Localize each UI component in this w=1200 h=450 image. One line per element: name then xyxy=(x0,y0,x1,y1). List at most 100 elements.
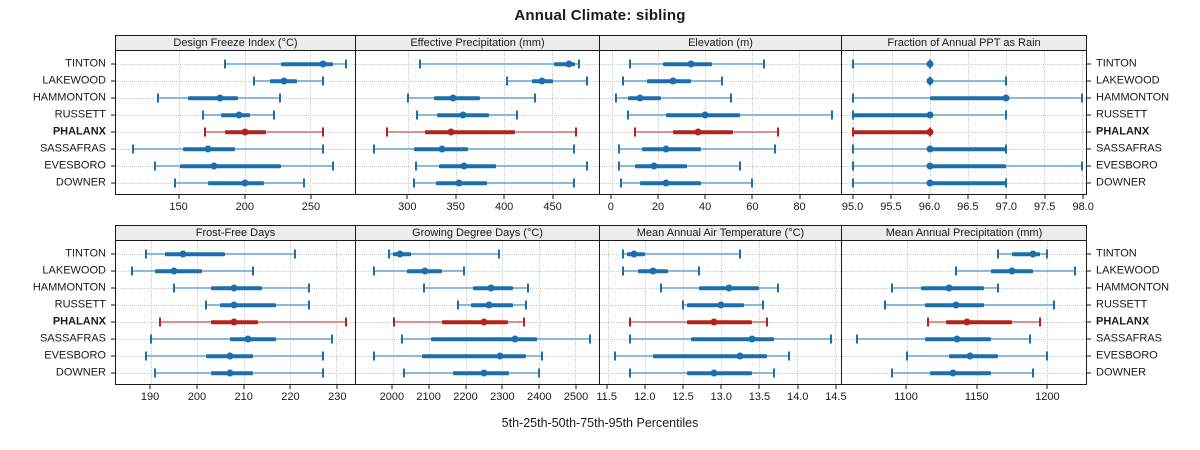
row-label-lakewood: LAKEWOOD xyxy=(42,74,106,86)
median-dot xyxy=(736,352,744,360)
median-dot xyxy=(669,77,677,85)
axis-tick-label: 20 xyxy=(651,201,665,214)
whisker-cap xyxy=(622,76,625,86)
whisker-cap xyxy=(307,283,310,293)
panel-strip-title: Fraction of Annual PPT as Rain xyxy=(887,37,1041,49)
vertical-gridline xyxy=(853,50,855,195)
figure-caption: 5th-25th-50th-75th-95th Percentiles xyxy=(501,416,699,430)
axis-tick-label: 1100 xyxy=(894,391,918,404)
whisker-cap xyxy=(1081,93,1084,103)
panel-strip: Effective Precipitation (mm) xyxy=(355,35,600,51)
interquartile-bar xyxy=(155,269,202,274)
row-label-hammonton: HAMMONTON xyxy=(1096,91,1170,103)
panel-group: Mean Annual Precipitation (mm) 1100 1150 12… xyxy=(841,225,1087,406)
axis-tick xyxy=(1087,182,1091,183)
row-label-sassafras: SASSAFRAS xyxy=(39,142,106,154)
axis-tick xyxy=(1087,131,1091,132)
median-dot xyxy=(963,318,971,326)
row-label-evesboro: EVESBORO xyxy=(1096,349,1158,361)
axis-tick xyxy=(111,270,115,271)
axis-tick-label: 2100 xyxy=(416,391,441,404)
axis-tick xyxy=(1087,372,1091,373)
whisker-cap xyxy=(629,59,632,69)
axis-tick xyxy=(336,385,338,390)
whisker-cap xyxy=(720,76,723,86)
whisker-cap xyxy=(422,283,425,293)
interquartile-bar xyxy=(639,181,701,186)
panel-strip: Fraction of Annual PPT as Rain xyxy=(841,35,1087,51)
axis-tick xyxy=(149,385,151,390)
median-dot xyxy=(926,77,934,85)
median-dot xyxy=(952,301,960,309)
interquartile-bar xyxy=(221,113,250,118)
vertical-gridline xyxy=(967,50,969,195)
whisker-cap xyxy=(777,283,780,293)
whisker-cap xyxy=(730,93,733,103)
interquartile-bar xyxy=(1011,252,1040,257)
panel-strip: Mean Annual Precipitation (mm) xyxy=(841,225,1087,241)
axis-tick-label: 1200 xyxy=(1035,391,1060,404)
vertical-gridline xyxy=(1046,240,1048,385)
horizontal-gridline xyxy=(356,271,599,273)
whisker-cap xyxy=(891,283,894,293)
whisker-cap xyxy=(585,76,588,86)
axis-tick xyxy=(1082,195,1084,200)
whisker-cap xyxy=(174,178,177,188)
vertical-gridline xyxy=(455,50,457,195)
whisker-cap xyxy=(765,317,768,327)
interquartile-bar xyxy=(433,96,480,101)
panel-group: Growing Degree Days (°C) 2000 2100 2200 2300… xyxy=(355,225,600,406)
whisker-cap xyxy=(620,178,623,188)
row-label-tinton: TINTON xyxy=(65,57,106,69)
median-dot xyxy=(1008,267,1016,275)
axis-tick-label: 230 xyxy=(328,391,347,404)
whisker-cap xyxy=(996,283,999,293)
vertical-gridline xyxy=(575,240,577,385)
axis-tick xyxy=(1005,195,1007,200)
axis-tick xyxy=(1087,80,1091,81)
whisker-cap xyxy=(537,368,540,378)
whisker-cap xyxy=(307,300,310,310)
x-axis: 0 20 40 60 80 xyxy=(599,195,842,216)
axis-tick-label: 1150 xyxy=(964,391,989,404)
median-dot xyxy=(449,94,457,102)
median-dot xyxy=(649,267,657,275)
horizontal-gridline xyxy=(600,271,841,273)
whisker-cap xyxy=(891,368,894,378)
vertical-gridline xyxy=(721,240,723,385)
median-dot xyxy=(230,318,238,326)
median-dot xyxy=(748,335,756,343)
axis-tick xyxy=(1087,321,1091,322)
interquartile-bar xyxy=(672,130,734,135)
row-label-hammonton: HAMMONTON xyxy=(1096,281,1170,293)
axis-tick xyxy=(1087,253,1091,254)
panel-plot-area xyxy=(841,240,1087,386)
whisker-cap xyxy=(497,249,500,259)
horizontal-gridline xyxy=(356,81,599,83)
vertical-gridline xyxy=(407,50,409,195)
axis-tick xyxy=(111,355,115,356)
whisker-cap xyxy=(344,317,347,327)
vertical-gridline xyxy=(976,240,978,385)
axis-tick xyxy=(720,385,722,390)
whisker-cap xyxy=(629,334,632,344)
axis-tick xyxy=(575,385,577,390)
panel-strip: Elevation (m) xyxy=(599,35,842,51)
whisker-cap xyxy=(627,110,630,120)
whisker-cap xyxy=(402,368,405,378)
whisker-cap xyxy=(145,351,148,361)
interquartile-bar xyxy=(281,62,333,67)
row-label-tinton: TINTON xyxy=(1096,247,1137,259)
median-dot xyxy=(926,162,934,170)
whisker-cap xyxy=(1052,300,1055,310)
whisker-cap xyxy=(996,249,999,259)
whisker-cap xyxy=(132,144,135,154)
whisker-cap xyxy=(516,110,519,120)
panel-strip-title: Mean Annual Air Temperature (°C) xyxy=(636,227,805,239)
median-dot xyxy=(717,301,725,309)
panel-band-top: TINTON LAKEWOOD HAMMONTON RUSSETT PHALANX SAS… xyxy=(0,35,1200,216)
vertical-gridline xyxy=(538,240,540,385)
whisker-cap xyxy=(773,368,776,378)
whisker-cap xyxy=(1004,110,1007,120)
axis-tick-label: 96.5 xyxy=(957,201,979,214)
